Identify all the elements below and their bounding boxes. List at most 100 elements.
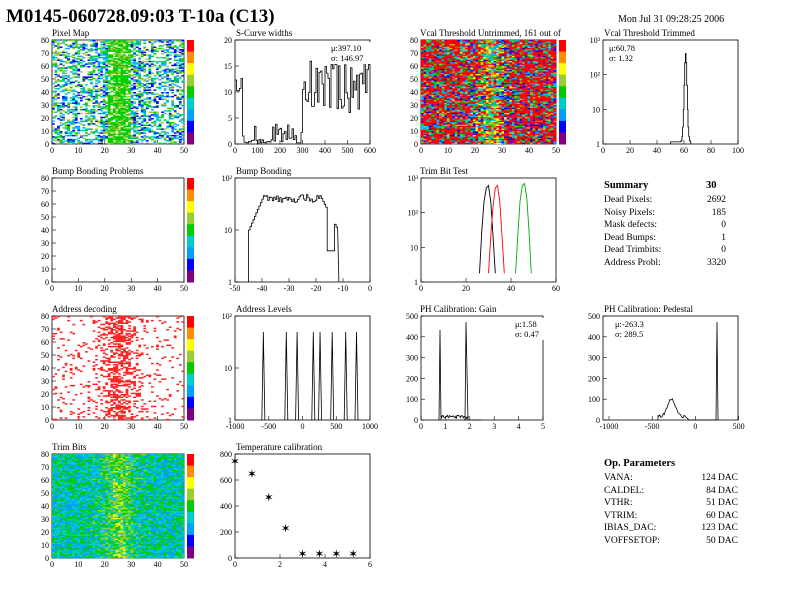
heat-cell: [517, 88, 520, 90]
heat-cell: [517, 140, 520, 142]
heat-cell: [436, 133, 440, 136]
heat-cell: [511, 137, 515, 139]
heat-cell: [79, 46, 83, 48]
heat-cell: [522, 93, 526, 95]
heat-cell: [128, 129, 131, 132]
heat-cell: [52, 40, 55, 42]
heat-cell: [59, 76, 63, 78]
heat-cell: [59, 115, 63, 117]
heat-cell: [535, 131, 539, 133]
heat-cell: [166, 99, 169, 102]
heat-cell: [444, 103, 448, 106]
heat-cell: [444, 86, 448, 89]
heat-cell: [133, 80, 136, 82]
heat-cell: [459, 99, 463, 102]
heat-cell: [143, 80, 147, 82]
heat-cell: [82, 47, 86, 50]
heat-cell: [527, 86, 531, 89]
heat-cell: [153, 89, 157, 91]
heat-cell: [133, 129, 136, 132]
heat-cell: [156, 62, 159, 64]
heat-cell: [493, 88, 497, 90]
heat-cell: [135, 123, 139, 125]
heat-cell: [115, 55, 119, 58]
heat-cell: [446, 114, 450, 116]
heat-cell: [444, 98, 448, 100]
heat-cell: [69, 108, 73, 111]
heat-cell: [428, 105, 432, 107]
heat-cell: [171, 46, 175, 48]
heat-cell: [69, 123, 73, 125]
heat-cell: [504, 98, 507, 100]
heat-cell: [436, 88, 440, 90]
heat-cell: [524, 85, 528, 87]
heat-cell: [550, 89, 554, 91]
heat-cell: [110, 124, 114, 126]
heat-cell: [163, 69, 167, 72]
heat-cell: [548, 120, 552, 123]
heat-cell: [163, 68, 167, 71]
heat-cell: [123, 125, 126, 128]
heat-cell: [118, 118, 121, 120]
heat-cell: [125, 111, 129, 113]
heat-cell: [439, 128, 442, 130]
heat-cell: [553, 116, 557, 119]
heat-cell: [553, 131, 557, 133]
heat-cell: [488, 128, 492, 130]
heat-cell: [540, 121, 544, 124]
heat-cell: [62, 90, 65, 93]
heat-cell: [535, 95, 539, 98]
heat-cell: [100, 137, 103, 139]
heat-cell: [439, 108, 442, 111]
heat-cell: [452, 108, 455, 111]
heat-cell: [102, 67, 106, 69]
heat-cell: [423, 129, 427, 132]
heat-cell: [550, 134, 554, 137]
heat-cell: [90, 95, 93, 98]
heat-cell: [553, 105, 557, 107]
heat-cell: [483, 90, 487, 93]
heat-cell: [498, 89, 502, 91]
heat-cell: [452, 84, 455, 86]
heat-cell: [148, 69, 152, 72]
heat-cell: [54, 56, 58, 59]
heat-cell: [472, 133, 476, 136]
heat-cell: [488, 94, 492, 97]
heat-cell: [491, 129, 494, 132]
heat-cell: [54, 102, 58, 104]
heat-cell: [550, 114, 554, 116]
heat-cell: [517, 136, 520, 138]
heat-cell: [522, 142, 526, 145]
heat-cell: [472, 97, 476, 99]
heat-cell: [153, 41, 157, 43]
heat-cell: [133, 136, 136, 138]
heat-cell: [433, 97, 437, 99]
heat-cell: [148, 92, 152, 94]
heat-cell: [123, 88, 126, 90]
ph_gain-xtick-label: 5: [541, 422, 545, 431]
heat-cell: [441, 127, 445, 129]
heat-cell: [431, 137, 435, 139]
heat-cell: [158, 86, 162, 89]
heat-cell: [532, 119, 536, 121]
heat-cell: [550, 128, 554, 130]
heat-cell: [135, 42, 139, 45]
heat-cell: [181, 42, 185, 45]
heat-cell: [118, 102, 121, 104]
heat-cell: [475, 108, 479, 111]
heat-cell: [462, 92, 466, 94]
heat-cell: [421, 132, 424, 134]
heat-cell: [553, 99, 557, 102]
heat-cell: [130, 50, 134, 52]
heat-cell: [128, 51, 131, 54]
vcal_trimmed-xtick-label: 20: [626, 146, 634, 155]
heat-cell: [535, 89, 539, 91]
heat-cell: [74, 43, 78, 46]
heat-cell: [77, 121, 81, 124]
heat-cell: [140, 136, 144, 138]
heat-cell: [498, 141, 502, 143]
heat-cell: [543, 134, 546, 137]
heat-cell: [67, 62, 70, 64]
heat-cell: [509, 141, 513, 143]
heat-cell: [102, 90, 106, 93]
